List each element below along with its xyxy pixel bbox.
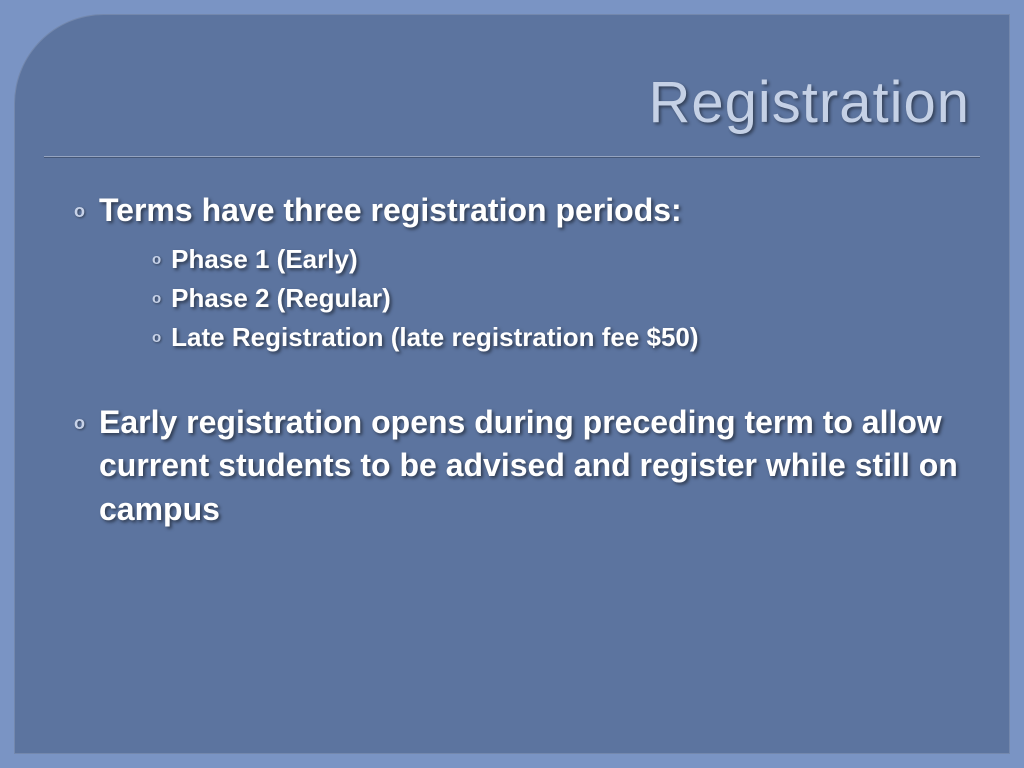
bullet-main-2-text: Early registration opens during precedin…	[99, 401, 960, 531]
slide-content: o Terms have three registration periods:…	[74, 189, 960, 539]
slide-frame: Registration o Terms have three registra…	[14, 14, 1010, 754]
bullet-main-1-text: Terms have three registration periods:	[99, 189, 682, 232]
bullet-marker-icon: o	[152, 288, 161, 311]
bullet-main-1: o Terms have three registration periods:	[74, 189, 960, 232]
title-divider	[44, 156, 980, 157]
bullet-marker-icon: o	[152, 249, 161, 272]
bullet-main-2: o Early registration opens during preced…	[74, 401, 960, 531]
bullet-sub-2: o Phase 2 (Regular)	[152, 279, 960, 318]
slide-title: Registration	[649, 69, 970, 136]
bullet-sub-3-text: Late Registration (late registration fee…	[171, 318, 698, 357]
bullet-sub-1: o Phase 1 (Early)	[152, 240, 960, 279]
bullet-sub-2-text: Phase 2 (Regular)	[171, 279, 391, 318]
bullet-marker-icon: o	[74, 199, 85, 223]
sub-list-1: o Phase 1 (Early) o Phase 2 (Regular) o …	[152, 240, 960, 357]
bullet-sub-3: o Late Registration (late registration f…	[152, 318, 960, 357]
bullet-marker-icon: o	[74, 411, 85, 435]
bullet-sub-1-text: Phase 1 (Early)	[171, 240, 357, 279]
bullet-marker-icon: o	[152, 327, 161, 350]
